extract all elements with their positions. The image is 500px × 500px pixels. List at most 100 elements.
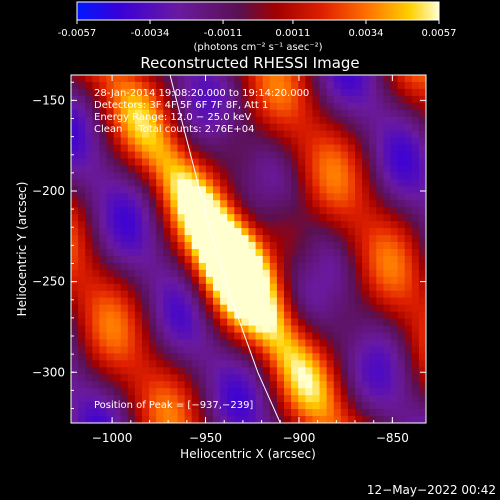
heatmap-cell [312, 235, 321, 243]
heatmap-cell [99, 255, 108, 264]
heatmap-cell [255, 339, 264, 348]
heatmap-cell [177, 388, 186, 396]
heatmap-cell [71, 283, 79, 292]
heatmap-cell [255, 409, 264, 417]
heatmap-cell [113, 144, 122, 153]
heatmap-cell [184, 214, 193, 222]
heatmap-cell [298, 325, 306, 334]
heatmap-cell [149, 276, 157, 285]
heatmap-cell [383, 297, 392, 306]
heatmap-cell [291, 276, 299, 285]
heatmap-cell [205, 409, 214, 417]
heatmap-cell [92, 367, 100, 375]
heatmap-cell [326, 172, 335, 180]
heatmap-cell [312, 186, 321, 194]
heatmap-cell [149, 255, 157, 264]
heatmap-cell [220, 304, 228, 313]
heatmap-cell [333, 360, 342, 368]
heatmap-cell [92, 304, 100, 313]
heatmap-cell [390, 172, 399, 180]
heatmap-cell [248, 360, 257, 368]
heatmap-cell [191, 283, 200, 292]
heatmap-cell [255, 102, 264, 111]
heatmap-cell [134, 367, 143, 375]
heatmap-cell [213, 75, 221, 83]
heatmap-cell [220, 186, 228, 194]
heatmap-cell [170, 214, 179, 222]
heatmap-cell [85, 235, 93, 243]
heatmap-cell [205, 242, 214, 250]
heatmap-cell [411, 151, 420, 160]
heatmap-cell [85, 255, 93, 264]
heatmap-cell [355, 214, 363, 222]
heatmap-cell [355, 228, 363, 236]
heatmap-cell [142, 207, 150, 215]
heatmap-cell [376, 353, 384, 361]
heatmap-cell [397, 297, 406, 306]
heatmap-cell [305, 116, 313, 125]
heatmap-cell [156, 81, 164, 90]
heatmap-cell [291, 409, 299, 417]
heatmap-cell [291, 186, 299, 194]
heatmap-cell [326, 381, 335, 389]
heatmap-cell [78, 402, 86, 410]
heatmap-cell [362, 374, 370, 382]
heatmap-cell [234, 158, 242, 167]
heatmap-cell [284, 207, 292, 215]
heatmap-cell [92, 360, 100, 368]
heatmap-cell [170, 416, 179, 423]
heatmap-cell [170, 249, 179, 257]
heatmap-cell [127, 262, 136, 271]
heatmap-cell [284, 200, 292, 208]
heatmap-cell [319, 276, 328, 285]
heatmap-cell [99, 193, 108, 201]
heatmap-cell [362, 409, 370, 417]
heatmap-cell [149, 353, 157, 361]
heatmap-cell [255, 228, 264, 236]
heatmap-cell [142, 221, 150, 229]
heatmap-cell [184, 269, 193, 278]
heatmap-cell [127, 137, 136, 146]
heatmap-cell [205, 102, 214, 111]
heatmap-cell [305, 374, 313, 382]
heatmap-cell [248, 332, 257, 341]
heatmap-cell [404, 269, 413, 278]
heatmap-cell [269, 186, 278, 194]
heatmap-cell [177, 318, 186, 327]
heatmap-cell [333, 262, 342, 271]
heatmap-cell [355, 325, 363, 334]
heatmap-cell [390, 102, 399, 111]
heatmap-cell [418, 381, 426, 389]
heatmap-cell [376, 242, 384, 250]
heatmap-cell [390, 416, 399, 423]
heatmap-cell [220, 179, 228, 187]
heatmap-cell [191, 353, 200, 361]
heatmap-cell [333, 193, 342, 201]
heatmap-cell [120, 360, 129, 368]
heatmap-cell [220, 151, 228, 160]
heatmap-cell [333, 416, 342, 423]
heatmap-cell [404, 374, 413, 382]
heatmap-cell [305, 325, 313, 334]
heatmap-cell [198, 95, 207, 104]
heatmap-cell [390, 255, 399, 264]
heatmap-cell [99, 75, 108, 83]
heatmap-cell [156, 290, 164, 299]
heatmap-cell [92, 172, 100, 180]
heatmap-cell [134, 165, 143, 174]
heatmap-cell [404, 193, 413, 201]
heatmap-cell [276, 158, 285, 167]
heatmap-cell [248, 158, 257, 167]
heatmap-cell [106, 207, 115, 215]
heatmap-cell [312, 381, 321, 389]
heatmap-cell [184, 116, 193, 125]
heatmap-cell [163, 262, 171, 271]
heatmap-cell [355, 123, 363, 132]
heatmap-cell [312, 242, 321, 250]
heatmap-cell [383, 290, 392, 299]
heatmap-cell [312, 304, 321, 313]
heatmap-cell [255, 353, 264, 361]
heatmap-cell [305, 255, 313, 264]
heatmap-cell [305, 381, 313, 389]
heatmap-cell [113, 402, 122, 410]
